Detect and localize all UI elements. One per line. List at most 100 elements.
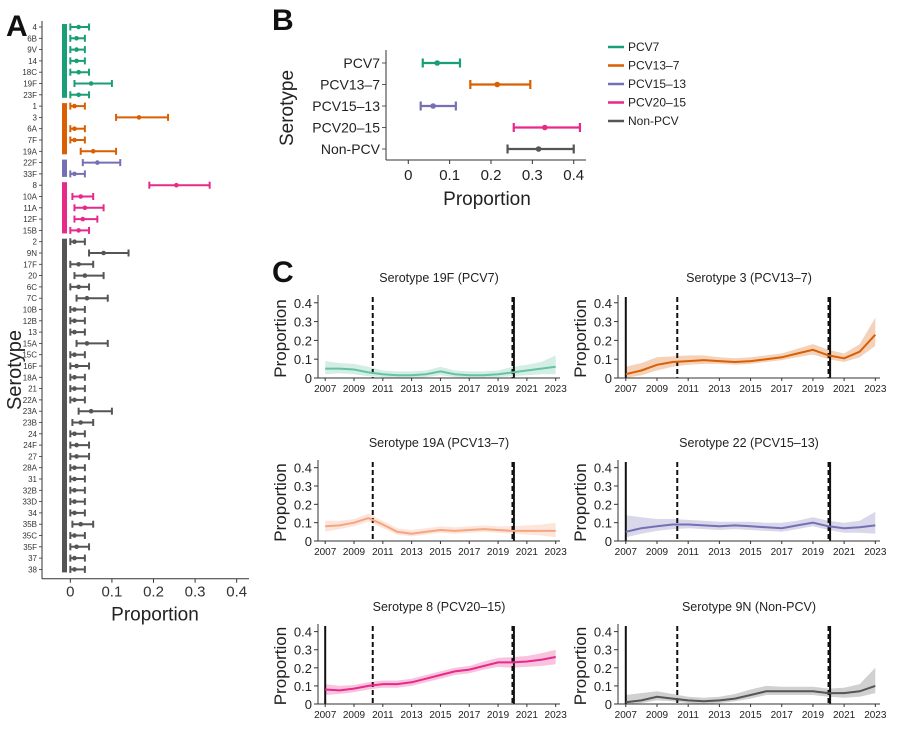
panel-c-confidence-band — [625, 667, 876, 704]
panel-c-y-tick-label: 0.1 — [294, 679, 312, 694]
panel-c-subplot: Serotype 3 (PCV13–7) 0 0.1 0.2 0.3 0.4 2007 200… — [571, 271, 887, 395]
panel-a-point — [76, 228, 81, 233]
panel-a-point — [76, 69, 81, 75]
panel-a-point — [78, 420, 84, 425]
panel-a-x-tick-label: 0.1 — [101, 584, 122, 601]
panel-a-point — [82, 273, 88, 278]
panel-c-x-tick-label: 2011 — [677, 710, 699, 721]
panel-a-point — [90, 149, 96, 154]
panel-a-point — [84, 295, 90, 301]
panel-c-y-tick-label: 0.4 — [294, 461, 312, 476]
panel-c-x-tick-label: 2021 — [833, 547, 856, 558]
panel-c-trend-line — [325, 365, 556, 377]
panel-c-y-tick-label: 0 — [305, 534, 312, 549]
panel-c-x-tick-label: 2009 — [646, 384, 669, 395]
panel-c-x-tick-label: 2017 — [771, 710, 794, 721]
panel-a-tick-label: 9N — [27, 249, 37, 258]
panel-c-x-tick-label: 2011 — [677, 384, 699, 395]
panel-c-x-tick-label: 2007 — [314, 384, 337, 395]
panel-a-tick-label: 15A — [23, 339, 38, 348]
panel-c-confidence-band — [325, 513, 556, 538]
panel-a-x-tick-label: 0 — [66, 584, 74, 601]
panel-b-tick-label: PCV15–13 — [312, 98, 380, 114]
panel-a-point — [76, 262, 81, 267]
panel-a-y-label: Serotype — [4, 330, 26, 410]
panel-a-point — [74, 58, 79, 64]
panel-c-x-tick-label: 2009 — [646, 547, 669, 558]
panel-a-point — [72, 103, 77, 109]
panel-a-tick-label: 18C — [22, 68, 37, 77]
panel-a-tick-label: 35F — [23, 543, 37, 552]
panel-a-tick-label: 15C — [22, 351, 37, 360]
panel-a-tick-label: 6C — [27, 283, 37, 292]
panel-c-x-tick-label: 2019 — [487, 384, 510, 395]
panel-c-x-tick-label: 2009 — [343, 384, 366, 395]
panel-b-legend-label: Non-PCV — [628, 114, 679, 128]
panel-c-y-label: Proportion — [571, 463, 590, 541]
panel-a-tick-label: 14 — [28, 57, 37, 66]
panel-a-tick-label: 33D — [22, 498, 37, 507]
panel-b-x-tick-label: 0.2 — [481, 167, 502, 184]
panel-a-tick-label: 20 — [28, 272, 37, 281]
panel-a-point — [72, 510, 77, 516]
panel-c-x-tick-label: 2011 — [372, 384, 394, 395]
panel-c-confidence-band — [625, 511, 876, 538]
panel-a-tick-label: 12B — [23, 317, 37, 326]
panel-a-x-tick-label: 0.4 — [226, 584, 247, 601]
panel-a-point — [72, 431, 77, 437]
panel-b-x-label: Proportion — [443, 189, 531, 210]
panel-a-point — [72, 465, 77, 471]
panel-a-point — [76, 92, 81, 98]
panel-c-x-tick-label: 2017 — [771, 384, 794, 395]
panel-a-tick-label: 19A — [23, 147, 38, 156]
panel-a-point — [72, 375, 77, 380]
panel-letter-c: C — [272, 256, 294, 289]
panel-c-x-tick-label: 2017 — [458, 547, 481, 558]
panel-c-y-tick-label: 0.2 — [594, 333, 612, 348]
panel-c-x-tick-label: 2023 — [864, 547, 887, 558]
panel-a-tick-label: 10B — [23, 306, 37, 315]
panel-a-point — [78, 521, 84, 527]
panel-c-y-tick-label: 0.4 — [594, 296, 612, 311]
panel-a-point — [72, 137, 77, 143]
panel-a-tick-label: 6B — [27, 34, 37, 43]
panel-c-x-tick-label: 2013 — [708, 384, 731, 395]
panel-a-tick-label: 35B — [23, 520, 37, 529]
panel-b-point — [535, 146, 542, 152]
panel-a-point — [72, 329, 77, 335]
panel-a-tick-label: 1 — [33, 102, 38, 111]
panel-a-tick-label: 10A — [23, 193, 38, 202]
panel-c-y-label: Proportion — [271, 627, 290, 705]
panel-a-point — [74, 36, 79, 41]
panel-c-y-tick-label: 0 — [605, 697, 612, 712]
panel-c-x-tick-label: 2013 — [401, 547, 424, 558]
panel-c-y-tick-label: 0.1 — [294, 516, 312, 531]
panel-letter-b: B — [272, 4, 294, 37]
panel-c-x-tick-label: 2017 — [458, 384, 481, 395]
panel-c-y-label: Proportion — [271, 299, 290, 377]
panel-b-tick-label: PCV20–15 — [312, 120, 380, 136]
panel-a-tick-label: 23F — [23, 91, 37, 100]
panel-c-y-tick-label: 0.2 — [294, 497, 312, 512]
panel-a-point — [72, 386, 77, 391]
panel-c-trend-line — [625, 334, 877, 376]
panel-c-x-tick-label: 2017 — [771, 547, 794, 558]
panel-a-point — [88, 408, 94, 414]
panel-c-x-tick-label: 2007 — [615, 547, 638, 558]
panel-c-x-tick-label: 2023 — [545, 384, 568, 395]
panel-a-point — [95, 160, 100, 165]
panel-a-tick-label: 23A — [23, 407, 38, 416]
panel-a-point — [72, 352, 77, 358]
panel-c-x-tick-label: 2015 — [739, 710, 762, 721]
panel-c-x-tick-label: 2011 — [677, 547, 699, 558]
panel-c-subplot: Serotype 8 (PCV20–15) 0 0.1 0.2 0.3 0.4 2007 20… — [271, 600, 567, 721]
panel-a-point — [76, 284, 81, 290]
panel-c-y-label: Proportion — [271, 463, 290, 541]
panel-c-x-tick-label: 2019 — [802, 384, 825, 395]
panel-a-tick-label: 34 — [28, 509, 37, 518]
panel-c-x-tick-label: 2019 — [802, 710, 825, 721]
panel-c-y-tick-label: 0 — [305, 697, 312, 712]
panel-a-point — [72, 171, 77, 177]
panel-b-x-tick-label: 0.1 — [439, 167, 460, 184]
panel-c-subplot: Serotype 19A (PCV13–7) 0 0.1 0.2 0.3 0.4 2007 2… — [271, 436, 567, 558]
